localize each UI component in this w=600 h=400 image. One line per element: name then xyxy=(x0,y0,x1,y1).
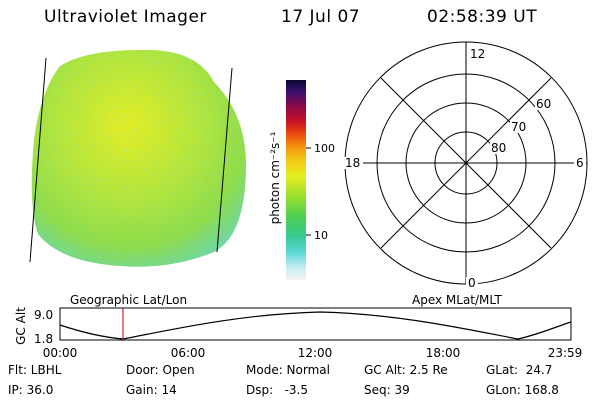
info-gc-alt: GC Alt: 2.5 Re xyxy=(364,363,448,377)
y-min-label: 1.8 xyxy=(34,332,53,346)
polar-diagonal xyxy=(380,77,552,249)
colorbar-label: photon cm⁻²s⁻¹ xyxy=(268,131,282,224)
geographic-label: Geographic Lat/Lon xyxy=(70,293,187,307)
lat-label-60: 60 xyxy=(536,97,551,111)
x-tick-label: 06:00 xyxy=(171,346,206,360)
info-seq: Seq: 39 xyxy=(364,383,410,397)
info-mode: Mode: Normal xyxy=(246,363,330,377)
info-ip: IP: 36.0 xyxy=(8,383,54,397)
y-axis-label: GC Alt xyxy=(14,307,28,345)
app-title: Ultraviolet Imager xyxy=(44,7,207,27)
colorbar-tick-label-10: 10 xyxy=(314,229,328,242)
terminator-line-left xyxy=(29,57,47,263)
info-glon: GLon: 168.8 xyxy=(486,383,559,397)
x-tick-label: 12:00 xyxy=(298,346,333,360)
altitude-curve xyxy=(59,311,572,340)
x-tick-label: 00:00 xyxy=(43,346,78,360)
uv-image-disk xyxy=(31,49,246,267)
polar-plot xyxy=(344,41,588,285)
altitude-plot-frame xyxy=(59,307,572,341)
colorbar-tick-label-100: 100 xyxy=(314,142,335,155)
mlt-label-18: 18 xyxy=(345,156,360,170)
apex-label: Apex MLat/MLT xyxy=(412,293,502,307)
info-glat: GLat: 24.7 xyxy=(486,363,553,377)
terminator-line-right xyxy=(216,67,233,253)
time-label: 02:58:39 UT xyxy=(427,7,538,27)
mlt-label-0: 0 xyxy=(468,276,476,290)
x-tick-label: 23:59 xyxy=(548,346,583,360)
info-door: Door: Open xyxy=(126,363,195,377)
mlt-label-6: 6 xyxy=(576,156,584,170)
info-dsp: Dsp: -3.5 xyxy=(246,383,309,397)
info-filter: Flt: LBHL xyxy=(8,363,62,377)
date-label: 17 Jul 07 xyxy=(281,7,361,27)
y-max-label: 9.0 xyxy=(34,308,53,322)
colorbar xyxy=(286,80,306,280)
info-gain: Gain: 14 xyxy=(126,383,177,397)
x-tick-label: 18:00 xyxy=(426,346,461,360)
lat-label-70: 70 xyxy=(511,120,526,134)
mlt-label-12: 12 xyxy=(470,47,485,61)
lat-label-80: 80 xyxy=(491,141,506,155)
